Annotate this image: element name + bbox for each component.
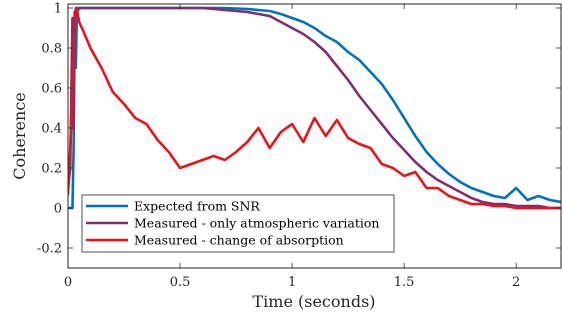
series-line-2 bbox=[68, 6, 561, 210]
legend-label-1: Expected from SNR bbox=[134, 199, 260, 214]
series-line-1 bbox=[68, 6, 561, 210]
x-tick-label: 2 bbox=[512, 275, 520, 290]
x-tick-label: 0 bbox=[64, 275, 72, 290]
series-line-3 bbox=[68, 8, 561, 210]
y-tick-label: 1 bbox=[54, 2, 62, 17]
legend-box bbox=[81, 194, 395, 253]
series-layer bbox=[68, 6, 561, 210]
legend-label-3: Measured - change of absorption bbox=[134, 233, 344, 248]
y-tick-label: 0.4 bbox=[41, 122, 62, 137]
y-tick-label: -0.2 bbox=[37, 242, 62, 257]
x-tick-label: 1.5 bbox=[394, 275, 415, 290]
y-tick-label: 0 bbox=[54, 202, 62, 217]
axes-layer: 0 0.5 1 1.5 2 -0.2 0 0.2 0.4 0.6 0.8 1 bbox=[37, 2, 562, 290]
legend-label-2: Measured - only atmospheric variation bbox=[134, 216, 379, 231]
x-tick-label: 0.5 bbox=[170, 275, 191, 290]
y-tick-label: 0.2 bbox=[41, 162, 62, 177]
plot-frame bbox=[67, 3, 562, 269]
y-axis-label: Coherence bbox=[10, 92, 29, 180]
y-tick-label: 0.6 bbox=[41, 82, 62, 97]
y-tick-label: 0.8 bbox=[41, 42, 62, 57]
legend: Expected from SNR Measured - only atmosph… bbox=[81, 194, 395, 253]
x-axis-label: Time (seconds) bbox=[252, 292, 375, 311]
x-tick-label: 1 bbox=[288, 275, 296, 290]
